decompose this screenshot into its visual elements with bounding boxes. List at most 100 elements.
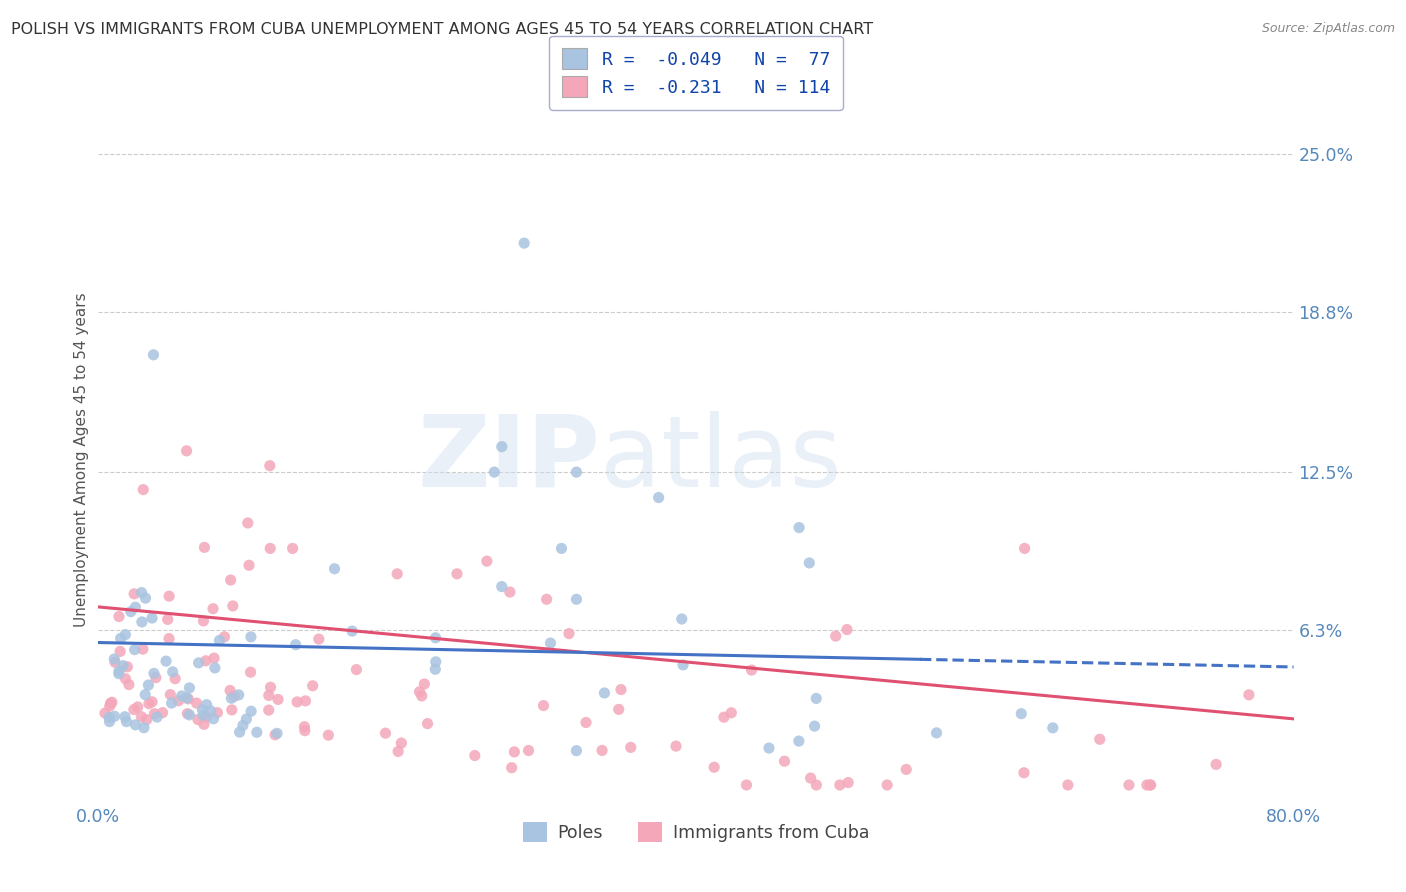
Point (193, 717, 215, 731)
Point (228, 725, 250, 739)
Point (257, 703, 280, 717)
Y-axis label: Unemployment Among Ages 45 to 54 years: Unemployment Among Ages 45 to 54 years (75, 292, 89, 627)
Point (155, 654, 177, 668)
Point (411, 689, 433, 703)
Point (236, 516, 259, 530)
Point (141, 611, 163, 625)
Point (131, 585, 153, 599)
Point (536, 592, 558, 607)
Point (610, 682, 633, 697)
Point (202, 651, 225, 665)
Point (104, 656, 127, 670)
Point (160, 696, 183, 710)
Point (294, 720, 316, 734)
Point (110, 632, 132, 646)
Point (179, 707, 201, 722)
Point (132, 721, 155, 735)
Point (284, 638, 307, 652)
Point (1088, 732, 1111, 747)
Point (221, 691, 243, 706)
Point (503, 745, 526, 759)
Point (501, 761, 523, 775)
Point (124, 642, 146, 657)
Text: POLISH VS IMMIGRANTS FROM CUBA UNEMPLOYMENT AMONG AGES 45 TO 54 YEARS CORRELATIO: POLISH VS IMMIGRANTS FROM CUBA UNEMPLOYM… (11, 22, 873, 37)
Point (425, 631, 447, 645)
Point (446, 566, 468, 581)
Point (703, 760, 725, 774)
Point (228, 688, 250, 702)
Legend: Poles, Immigrants from Cuba: Poles, Immigrants from Cuba (512, 812, 880, 853)
Point (157, 589, 180, 603)
Point (142, 348, 165, 362)
Point (533, 698, 555, 713)
Point (1012, 765, 1035, 780)
Point (565, 465, 588, 479)
Point (191, 703, 214, 717)
Point (720, 706, 742, 720)
Point (565, 744, 588, 758)
Point (141, 695, 163, 709)
Point (132, 483, 155, 497)
Point (672, 657, 695, 672)
Point (806, 778, 828, 792)
Point (193, 541, 215, 555)
Point (122, 587, 145, 601)
Point (799, 556, 821, 570)
Point (214, 630, 236, 644)
Point (773, 754, 796, 768)
Point (385, 566, 409, 581)
Point (108, 644, 131, 658)
Point (118, 677, 141, 691)
Text: Source: ZipAtlas.com: Source: ZipAtlas.com (1261, 22, 1395, 36)
Point (134, 591, 156, 606)
Point (103, 652, 125, 666)
Point (835, 623, 858, 637)
Point (389, 736, 412, 750)
Point (264, 728, 287, 742)
Text: atlas: atlas (600, 411, 842, 508)
Point (98, 699, 121, 714)
Point (281, 541, 304, 556)
Point (239, 665, 262, 680)
Point (176, 443, 198, 458)
Point (803, 719, 825, 733)
Point (1139, 778, 1161, 792)
Point (346, 663, 368, 677)
Point (114, 710, 136, 724)
Point (800, 771, 823, 785)
Point (1014, 541, 1036, 556)
Point (187, 713, 209, 727)
Point (713, 710, 735, 724)
Point (94, 706, 117, 720)
Point (138, 697, 160, 711)
Point (135, 713, 157, 727)
Point (266, 726, 288, 740)
Point (98, 714, 121, 729)
Point (134, 688, 156, 702)
Point (741, 663, 763, 677)
Point (204, 661, 226, 675)
Point (896, 763, 918, 777)
Point (806, 691, 828, 706)
Point (1237, 688, 1260, 702)
Point (550, 541, 572, 556)
Point (475, 554, 498, 568)
Point (565, 592, 588, 607)
Point (257, 689, 280, 703)
Point (100, 696, 122, 710)
Point (540, 636, 562, 650)
Point (558, 626, 581, 640)
Point (837, 775, 859, 789)
Point (156, 612, 179, 626)
Point (179, 681, 201, 695)
Point (323, 562, 346, 576)
Point (1057, 778, 1080, 792)
Point (1205, 757, 1227, 772)
Point (787, 734, 810, 748)
Point (202, 712, 225, 726)
Point (177, 691, 200, 706)
Point (221, 703, 243, 717)
Point (647, 491, 669, 505)
Point (1010, 706, 1032, 721)
Point (408, 685, 430, 699)
